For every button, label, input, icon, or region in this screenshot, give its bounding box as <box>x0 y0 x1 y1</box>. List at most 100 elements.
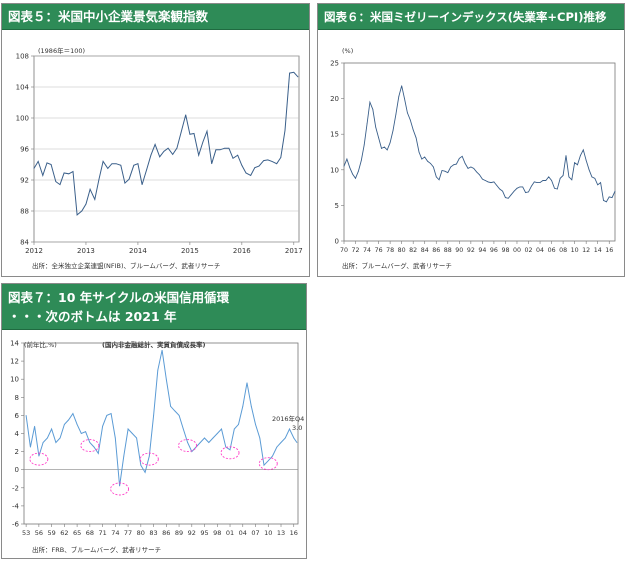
chart5-data-point <box>128 178 130 180</box>
chart6-data-point <box>536 182 538 184</box>
chart6-data-point <box>386 149 388 151</box>
chart7-data-point <box>140 464 142 466</box>
chart6-x-tick-label: 88 <box>444 247 452 254</box>
chart7-data-point <box>272 455 273 457</box>
chart6-x-tick-label: 84 <box>421 247 429 254</box>
chart5-data-point <box>254 167 256 169</box>
chart5-data-point <box>50 164 52 165</box>
chart7-data-point <box>97 453 99 454</box>
figure-7-title-line2: ・・・次のボトムは 2021 年 <box>8 309 177 324</box>
chart6-y-tick-label: 20 <box>330 95 339 103</box>
chart6-data-point <box>430 162 431 164</box>
chart5-data-point <box>267 159 269 161</box>
chart6-y-tick-label: 5 <box>335 202 339 210</box>
chart7-data-point <box>259 437 261 439</box>
chart5-data-point <box>150 154 152 156</box>
chart6-data-point <box>554 187 555 189</box>
chart7-data-point <box>208 442 210 443</box>
chart7-plot-frame <box>23 342 299 525</box>
chart7-data-point <box>212 437 214 439</box>
chart7-annotation-date: 2016年Q4 <box>272 414 304 423</box>
chart5-data-point <box>185 114 187 116</box>
chart7-x-tick-label: 65 <box>73 529 81 537</box>
chart6-data-point <box>611 197 613 198</box>
chart6-x-tick-label: 12 <box>582 247 590 254</box>
chart5-y-tick-label: 100 <box>16 115 29 123</box>
chart6-data-point <box>360 160 362 161</box>
chart6-data-point <box>450 166 452 168</box>
chart7-data-point <box>250 405 252 407</box>
chart6-x-tick-label: 80 <box>398 247 406 254</box>
chart5-data-point <box>124 182 126 184</box>
chart6-data-point <box>389 142 391 144</box>
chart7-data-point <box>255 424 256 425</box>
figure-7-title-line1: 図表７：10 年サイクルの米国信用循環 <box>8 290 230 305</box>
chart6-y-tick-label: 0 <box>335 238 339 246</box>
chart6-data-point <box>378 137 379 139</box>
chart5-data-point <box>280 157 282 158</box>
chart6-plot-frame <box>343 62 616 242</box>
chart5-data-point <box>297 76 299 78</box>
chart5-data-point <box>241 164 243 166</box>
chart7-data-point <box>80 433 82 434</box>
chart5-data-point <box>215 149 217 151</box>
chart7-data-point <box>76 424 78 425</box>
chart7-bottom-highlight <box>220 446 240 460</box>
chart7-data-point <box>136 437 137 439</box>
chart5-data-point <box>250 174 252 176</box>
figure-7-title: 図表７：10 年サイクルの米国信用循環 ・・・次のボトムは 2021 年 <box>2 284 306 330</box>
chart7-data-point <box>63 424 65 425</box>
chart6-data-point <box>467 167 469 169</box>
chart6-data-point <box>418 151 420 153</box>
chart7-data-point <box>296 442 298 443</box>
chart6-x-tick-label: 98 <box>501 247 509 254</box>
chart6-data-point <box>383 146 385 148</box>
chart7-data-point <box>59 437 61 439</box>
chart7-y-tick-label: 10 <box>10 376 19 384</box>
chart5-data-point <box>111 163 113 165</box>
chart6-data-point <box>438 179 440 181</box>
chart7-bottom-highlight <box>29 452 49 466</box>
chart5-data-point <box>98 178 100 180</box>
chart7-data-point <box>276 446 278 448</box>
chart6-x-tick-label: 72 <box>352 247 360 254</box>
chart5-data-point <box>198 154 200 156</box>
chart6-data-point <box>358 170 359 172</box>
figure-6-title: 図表６：米国ミゼリーインデックス(失業率+CPI)推移 <box>318 4 624 30</box>
chart7-data-point <box>34 425 36 427</box>
chart7-data-point <box>289 428 290 430</box>
chart7-bottom-highlight <box>110 482 130 496</box>
chart7-x-tick-label: 16 <box>290 529 298 537</box>
chart7-x-tick-label: 53 <box>22 529 30 537</box>
chart5-data-point <box>115 163 117 165</box>
chart7-data-point <box>204 437 205 439</box>
chart5-data-point <box>237 154 239 156</box>
chart7-x-tick-label: 68 <box>86 529 94 537</box>
chart6-data-point <box>366 123 368 124</box>
chart7-x-tick-label: 13 <box>277 529 285 537</box>
chart6-data-point <box>493 181 495 183</box>
chart6-x-tick-label: 78 <box>386 247 394 254</box>
chart5-data-point <box>258 165 260 167</box>
chart6-data-point <box>502 190 503 192</box>
chart7-data-point <box>153 415 154 416</box>
chart6-data-point <box>505 197 506 198</box>
chart7-chart-title: (国内非金融総計、実質負債成長率) <box>102 340 205 349</box>
chart5-data-point <box>159 156 161 158</box>
chart6-data-point <box>600 182 601 184</box>
chart5-data-point <box>176 147 178 149</box>
chart5-x-tick-label: 2015 <box>181 247 199 255</box>
chart6-y-tick-label: 15 <box>330 131 339 139</box>
chart5-data-point <box>141 184 143 186</box>
chart7-x-tick-label: 83 <box>149 529 157 537</box>
chart7-data-point <box>68 419 70 421</box>
chart7-data-point <box>293 437 295 439</box>
chart6-data-point <box>548 176 550 178</box>
chart6-data-point <box>585 160 587 161</box>
chart7-data-point <box>119 485 120 487</box>
chart7-annotation-value: 3.0 <box>292 424 302 432</box>
chart5-y-tick-label: 84 <box>20 239 29 247</box>
chart7-data-point <box>216 433 218 434</box>
chart7-data-point <box>38 455 40 457</box>
chart5-y-tick-label: 96 <box>20 146 29 154</box>
